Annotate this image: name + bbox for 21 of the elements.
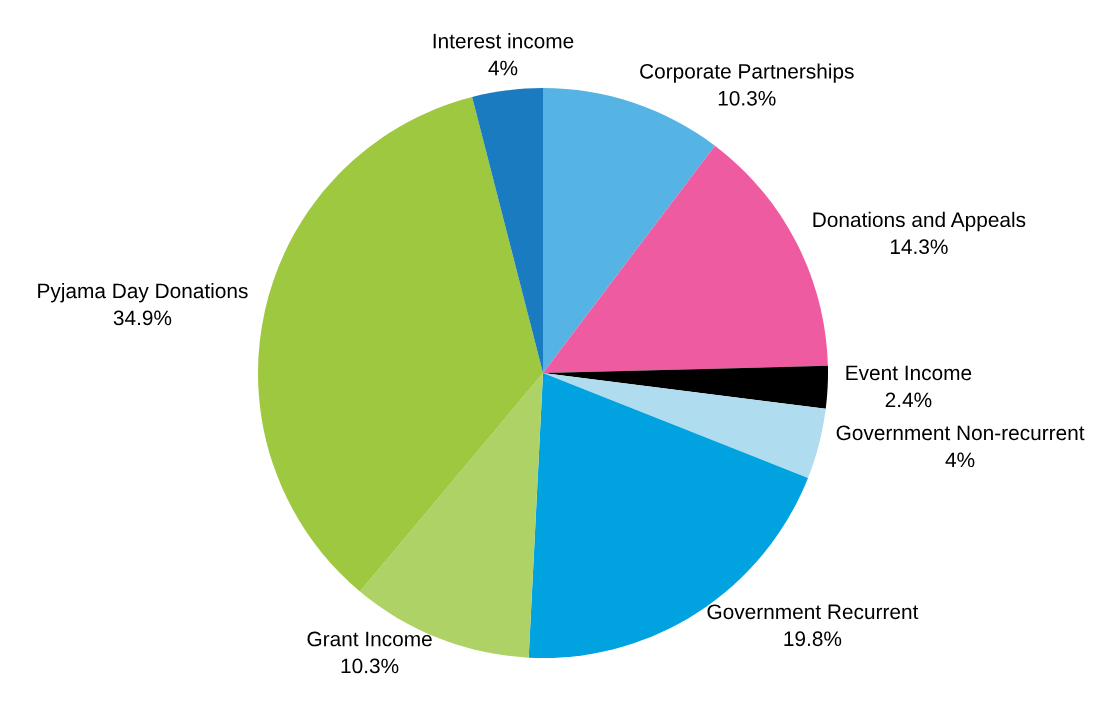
pie-slice bbox=[472, 88, 543, 373]
slice-label: Government Recurrent bbox=[707, 604, 919, 620]
data-label: 10.3% bbox=[718, 90, 776, 106]
data-label: 10.3% bbox=[341, 658, 399, 674]
slice-label: Grant Income bbox=[307, 631, 432, 647]
data-label: 14.3% bbox=[890, 239, 948, 255]
data-label: 2.4% bbox=[885, 392, 932, 408]
data-label: 34.9% bbox=[113, 310, 172, 326]
slice-label: Pyjama Day Donations bbox=[38, 282, 248, 303]
pie-slice bbox=[543, 373, 826, 478]
slice-label: Government Non-recurrent bbox=[836, 425, 1085, 441]
pie-slice bbox=[258, 96, 543, 592]
slice-label: Event Income bbox=[846, 365, 972, 381]
pie-slice bbox=[543, 88, 715, 373]
pie-slice bbox=[359, 373, 543, 658]
data-label: 4% bbox=[488, 60, 518, 76]
data-label: 4% bbox=[945, 452, 975, 468]
data-label: 19.8% bbox=[784, 631, 842, 647]
slice-label: Corporate Partnerships bbox=[640, 63, 854, 83]
slice-label: Donations and Appeals bbox=[813, 211, 1026, 232]
slice-label: Interest income bbox=[433, 33, 574, 49]
